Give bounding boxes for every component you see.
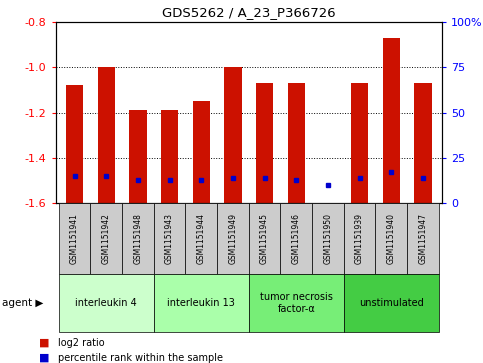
Text: GSM1151941: GSM1151941 xyxy=(70,213,79,264)
Bar xyxy=(351,83,369,203)
Text: interleukin 13: interleukin 13 xyxy=(167,298,235,308)
Text: ■: ■ xyxy=(39,352,49,363)
Title: GDS5262 / A_23_P366726: GDS5262 / A_23_P366726 xyxy=(162,6,336,19)
Text: ■: ■ xyxy=(39,338,49,348)
Text: agent ▶: agent ▶ xyxy=(2,298,44,308)
Text: unstimulated: unstimulated xyxy=(359,298,424,308)
Bar xyxy=(66,85,83,203)
Text: interleukin 4: interleukin 4 xyxy=(75,298,137,308)
Text: GSM1151946: GSM1151946 xyxy=(292,213,301,264)
Text: GSM1151950: GSM1151950 xyxy=(324,213,332,264)
Text: tumor necrosis
factor-α: tumor necrosis factor-α xyxy=(260,292,333,314)
Bar xyxy=(224,67,242,203)
Text: GSM1151945: GSM1151945 xyxy=(260,213,269,264)
Bar xyxy=(414,83,432,203)
Text: percentile rank within the sample: percentile rank within the sample xyxy=(58,352,223,363)
Text: GSM1151940: GSM1151940 xyxy=(387,213,396,264)
Bar xyxy=(287,83,305,203)
Bar xyxy=(256,83,273,203)
Bar xyxy=(383,38,400,203)
Text: log2 ratio: log2 ratio xyxy=(58,338,105,348)
Bar xyxy=(129,110,147,203)
Text: GSM1151944: GSM1151944 xyxy=(197,213,206,264)
Text: GSM1151939: GSM1151939 xyxy=(355,213,364,264)
Text: GSM1151943: GSM1151943 xyxy=(165,213,174,264)
Bar xyxy=(98,67,115,203)
Text: GSM1151948: GSM1151948 xyxy=(133,213,142,264)
Text: GSM1151942: GSM1151942 xyxy=(102,213,111,264)
Text: GSM1151949: GSM1151949 xyxy=(228,213,238,264)
Bar xyxy=(193,101,210,203)
Bar xyxy=(161,110,178,203)
Text: GSM1151947: GSM1151947 xyxy=(418,213,427,264)
